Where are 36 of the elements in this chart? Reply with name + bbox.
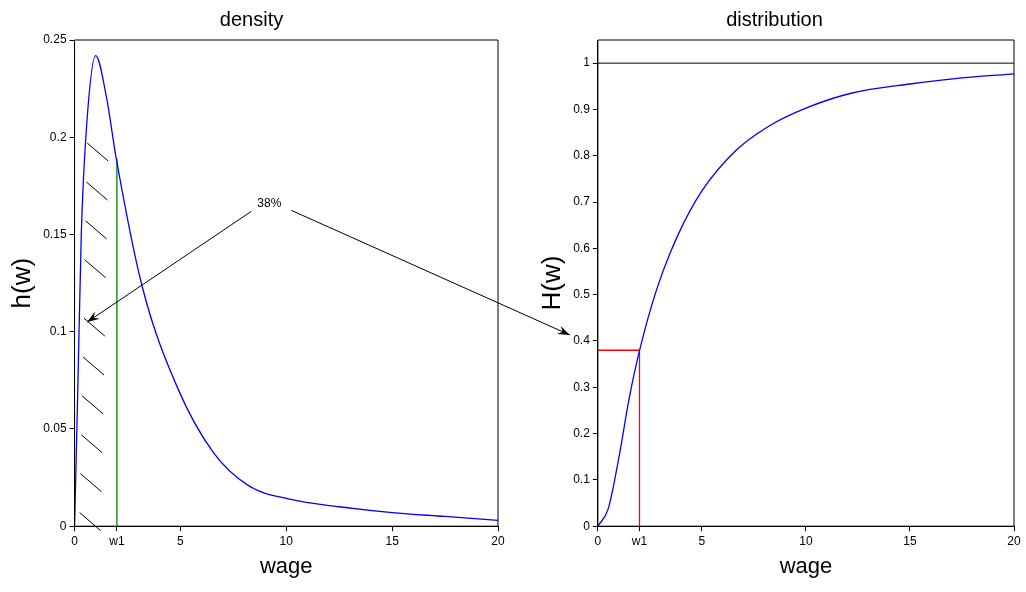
y-tick-label: 0.05 bbox=[43, 421, 67, 436]
y-tick-label: 0.2 bbox=[49, 129, 67, 144]
y-tick-label: 0.9 bbox=[573, 101, 591, 116]
y-tick-label: 0 bbox=[59, 518, 67, 533]
x-tick-label: 20 bbox=[491, 533, 505, 548]
y-axis-title: H(w) bbox=[535, 255, 566, 311]
x-tick-label: 15 bbox=[903, 533, 917, 548]
y-tick-label: 0.1 bbox=[573, 472, 591, 487]
chart-title: distribution bbox=[726, 7, 823, 30]
y-tick-label: 0.5 bbox=[573, 286, 591, 301]
x-tick-label: w1 bbox=[108, 533, 125, 548]
y-tick-label: 0.8 bbox=[573, 148, 591, 163]
y-tick-label: 0 bbox=[583, 518, 591, 533]
annotation: 38% bbox=[255, 196, 284, 211]
y-tick-label: 0.7 bbox=[573, 194, 591, 209]
x-tick-label: 15 bbox=[385, 533, 400, 548]
y-tick-label: 0.6 bbox=[573, 240, 591, 255]
y-tick-label: 0.1 bbox=[49, 324, 67, 339]
x-tick-label: 20 bbox=[1007, 533, 1021, 548]
x-tick-label: 0 bbox=[594, 533, 602, 548]
x-axis-title: wage bbox=[778, 552, 833, 578]
y-tick-label: 0.3 bbox=[573, 379, 591, 394]
x-tick-label: 10 bbox=[799, 533, 813, 548]
x-tick-label: w1 bbox=[630, 533, 648, 548]
y-tick-label: 0.25 bbox=[43, 32, 67, 47]
y-tick-label: 1 bbox=[583, 55, 591, 70]
x-tick-label: 0 bbox=[71, 533, 79, 548]
chart-title: density bbox=[219, 7, 284, 30]
x-tick-label: 5 bbox=[698, 533, 706, 548]
x-tick-label: 5 bbox=[177, 533, 185, 548]
y-axis-title: h(w) bbox=[5, 257, 36, 309]
y-tick-label: 0.2 bbox=[573, 425, 591, 440]
x-axis-title: wage bbox=[258, 552, 313, 578]
y-tick-label: 0.15 bbox=[43, 226, 67, 241]
y-tick-label: 0.4 bbox=[573, 333, 591, 348]
x-tick-label: 10 bbox=[279, 533, 294, 548]
